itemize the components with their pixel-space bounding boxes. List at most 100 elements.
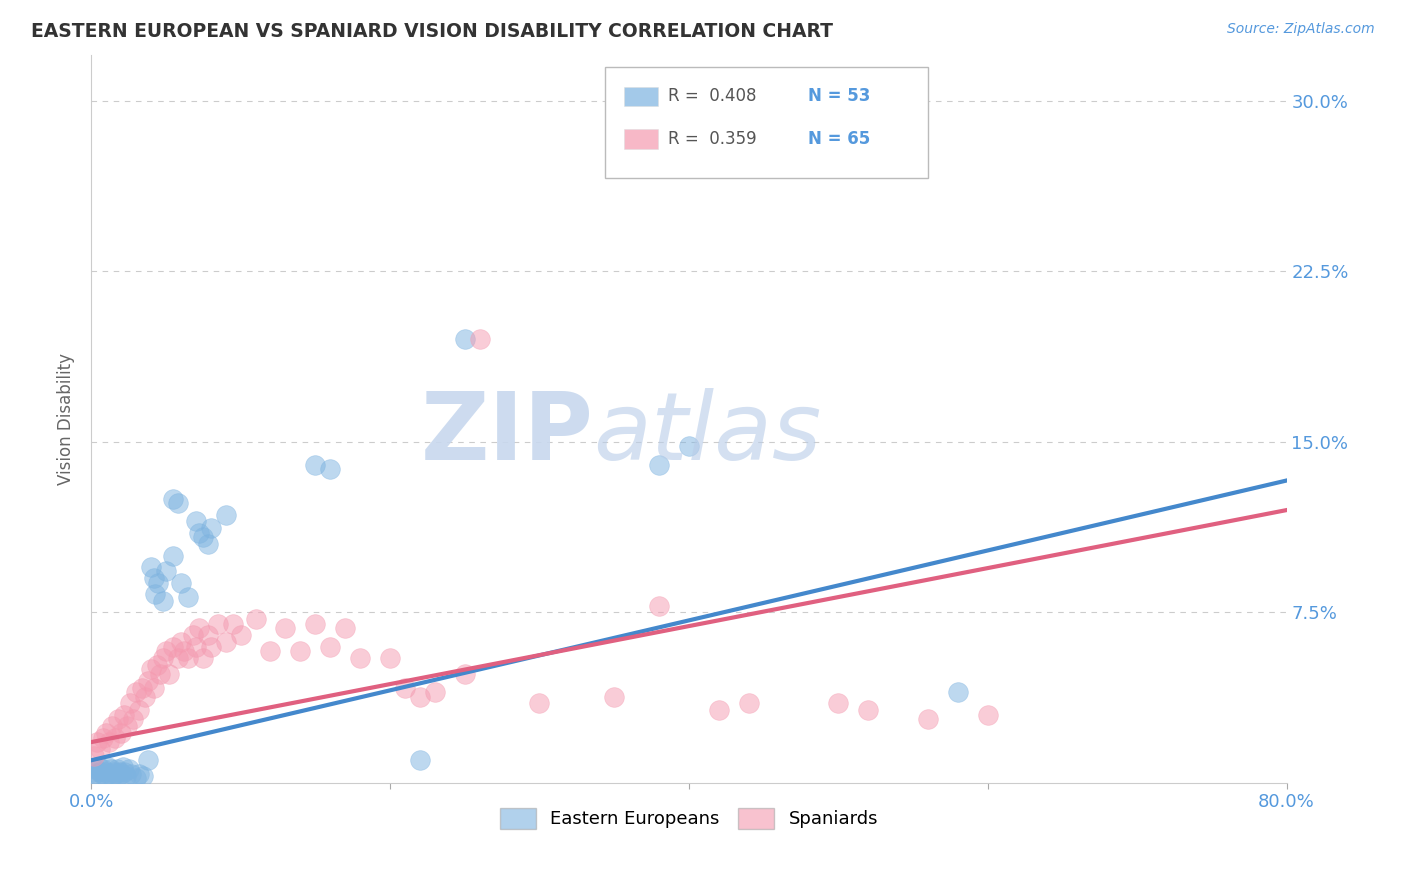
Text: ZIP: ZIP xyxy=(420,388,593,480)
Point xyxy=(114,769,136,783)
Point xyxy=(193,530,215,544)
Point xyxy=(394,681,416,695)
Point xyxy=(111,760,134,774)
Point xyxy=(94,726,117,740)
Point xyxy=(977,707,1000,722)
Point xyxy=(454,333,477,347)
Text: atlas: atlas xyxy=(593,388,821,479)
Point xyxy=(112,764,135,779)
Point xyxy=(468,333,491,347)
Point xyxy=(118,697,141,711)
Y-axis label: Vision Disability: Vision Disability xyxy=(58,353,75,485)
Point xyxy=(157,666,180,681)
Point xyxy=(149,666,172,681)
Point xyxy=(132,769,155,783)
Point xyxy=(409,753,432,767)
Point xyxy=(139,560,162,574)
Point xyxy=(409,690,432,704)
Point xyxy=(115,719,138,733)
Point xyxy=(152,651,174,665)
Point xyxy=(128,767,150,781)
Point xyxy=(128,703,150,717)
Point xyxy=(125,685,148,699)
Point xyxy=(454,666,477,681)
Point xyxy=(155,565,177,579)
Point xyxy=(84,763,107,777)
Text: EASTERN EUROPEAN VS SPANIARD VISION DISABILITY CORRELATION CHART: EASTERN EUROPEAN VS SPANIARD VISION DISA… xyxy=(31,22,832,41)
Point xyxy=(184,515,207,529)
Point xyxy=(648,458,671,472)
Point xyxy=(117,763,139,777)
Point xyxy=(200,521,222,535)
Point xyxy=(108,764,131,779)
Point xyxy=(155,644,177,658)
Point xyxy=(139,662,162,676)
Point xyxy=(136,753,159,767)
Point xyxy=(87,760,110,774)
Point xyxy=(197,537,219,551)
Point xyxy=(319,640,342,654)
Point xyxy=(197,628,219,642)
Point xyxy=(229,628,252,642)
Point xyxy=(737,697,759,711)
Point xyxy=(603,690,626,704)
Point xyxy=(187,525,209,540)
Point xyxy=(136,673,159,688)
Point xyxy=(97,760,120,774)
Point xyxy=(378,651,401,665)
Point xyxy=(107,769,129,783)
Point xyxy=(200,640,222,654)
Point xyxy=(349,651,371,665)
Point xyxy=(145,587,167,601)
Point xyxy=(110,767,132,781)
Point xyxy=(290,644,312,658)
Point xyxy=(827,697,849,711)
Point xyxy=(304,458,326,472)
Point xyxy=(83,767,105,781)
Point xyxy=(122,712,145,726)
Point xyxy=(856,703,879,717)
Point xyxy=(187,621,209,635)
Point xyxy=(170,575,193,590)
Point xyxy=(142,571,165,585)
Point xyxy=(94,764,117,779)
Legend: Eastern Europeans, Spaniards: Eastern Europeans, Spaniards xyxy=(492,801,886,836)
Point xyxy=(214,508,236,522)
Point xyxy=(104,731,127,745)
Point xyxy=(319,462,342,476)
Point xyxy=(146,657,169,672)
Point xyxy=(335,621,357,635)
Point xyxy=(82,764,104,779)
Point xyxy=(304,616,326,631)
Point xyxy=(707,703,730,717)
Point xyxy=(90,767,112,781)
Point xyxy=(101,769,124,783)
Point xyxy=(648,128,671,142)
Text: N = 53: N = 53 xyxy=(808,87,870,105)
Point xyxy=(142,681,165,695)
Point xyxy=(193,651,215,665)
Point xyxy=(184,640,207,654)
Point xyxy=(98,767,121,781)
Point xyxy=(423,685,446,699)
Point xyxy=(93,769,115,783)
Point xyxy=(134,690,156,704)
Point xyxy=(103,764,125,779)
Point xyxy=(207,616,229,631)
Point xyxy=(162,640,184,654)
Point xyxy=(678,439,700,453)
Text: Source: ZipAtlas.com: Source: ZipAtlas.com xyxy=(1227,22,1375,37)
Point xyxy=(107,712,129,726)
Point xyxy=(170,635,193,649)
Point xyxy=(112,707,135,722)
Point xyxy=(98,735,121,749)
Point xyxy=(274,621,297,635)
Point xyxy=(86,769,108,783)
Point xyxy=(152,594,174,608)
Point xyxy=(162,491,184,506)
Point xyxy=(131,681,153,695)
Point xyxy=(166,651,188,665)
Point xyxy=(946,685,969,699)
Point xyxy=(105,763,128,777)
Point xyxy=(166,496,188,510)
